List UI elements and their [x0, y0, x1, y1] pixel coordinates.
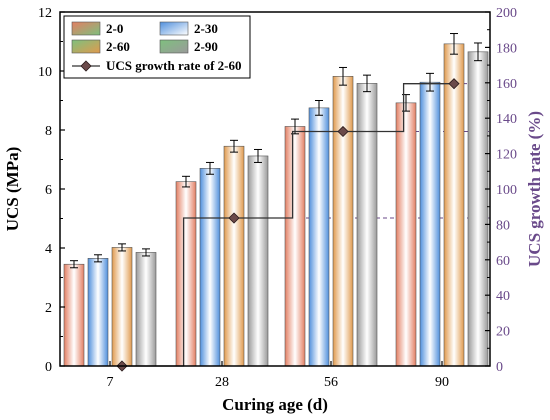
- growth-marker-90: [448, 78, 460, 90]
- y2-tick-label: 80: [496, 218, 510, 233]
- y2-tick-label: 140: [496, 112, 517, 127]
- legend-label-growth: UCS growth rate of 2-60: [106, 58, 242, 73]
- bar-2-60-7: [111, 247, 133, 367]
- y-tick-label: 4: [45, 242, 52, 257]
- legend-swatch-2-90: [159, 39, 189, 54]
- y-tick-label: 6: [45, 183, 52, 198]
- y2-tick-label: 60: [496, 254, 510, 269]
- y-tick-label: 10: [38, 65, 52, 80]
- x-tick-label: 28: [215, 375, 229, 390]
- legend-swatch-2-30: [159, 21, 189, 36]
- y2-axis-title: UCS growth rate (%): [525, 111, 544, 267]
- x-tick-label: 56: [324, 375, 338, 390]
- legend-label-2-30: 2-30: [194, 21, 218, 36]
- bar-2-0-7: [63, 263, 85, 367]
- legend-growth-marker: [80, 60, 92, 72]
- legend-label-2-0: 2-0: [106, 21, 123, 36]
- legend: 2-0 2-30 2-60 2-90 UCS growth rate of 2-60: [63, 15, 251, 79]
- growth-step-line: [122, 83, 454, 367]
- bar-2-90-90: [467, 51, 489, 367]
- legend-label-2-90: 2-90: [194, 39, 218, 54]
- y2-tick-label: 160: [496, 77, 517, 92]
- bar-2-60-90: [443, 43, 465, 367]
- bar-2-0-56: [284, 126, 306, 367]
- growth-line: [116, 78, 460, 372]
- y-tick-label: 2: [45, 301, 52, 316]
- legend-swatch-2-0: [71, 21, 101, 36]
- legend-label-2-60: 2-60: [106, 39, 130, 54]
- x-tick-label: 7: [107, 375, 114, 390]
- growth-marker-28: [228, 212, 240, 224]
- y-tick-label: 12: [38, 6, 52, 21]
- bars: [63, 33, 489, 367]
- bar-2-60-56: [332, 76, 354, 367]
- bar-2-30-56: [308, 107, 330, 367]
- bar-2-90-56: [356, 83, 378, 367]
- y2-tick-label: 200: [496, 6, 517, 21]
- y2-tick-label: 180: [496, 41, 517, 56]
- bar-2-30-7: [87, 258, 109, 367]
- x-axis-title: Curing age (d): [222, 395, 328, 414]
- y2-tick-label: 100: [496, 183, 517, 198]
- y2-tick-label: 40: [496, 289, 510, 304]
- y2-tick-label: 20: [496, 325, 510, 340]
- legend-swatch-2-60: [71, 39, 101, 54]
- x-tick-label: 90: [435, 375, 449, 390]
- bar-2-0-28: [175, 181, 197, 367]
- bar-2-0-90: [395, 102, 417, 367]
- bar-2-90-28: [247, 155, 269, 367]
- bar-2-90-7: [135, 252, 157, 367]
- y2-tick-label: 120: [496, 148, 517, 163]
- bar-2-30-90: [419, 81, 441, 367]
- growth-marker-56: [337, 125, 349, 138]
- y-tick-label: 8: [45, 124, 52, 139]
- bar-2-30-28: [199, 168, 221, 367]
- y-axis-title: UCS (MPa): [3, 147, 22, 232]
- bar-2-60-28: [223, 145, 245, 367]
- y-tick-label: 0: [45, 360, 52, 375]
- y2-tick-label: 0: [496, 360, 503, 375]
